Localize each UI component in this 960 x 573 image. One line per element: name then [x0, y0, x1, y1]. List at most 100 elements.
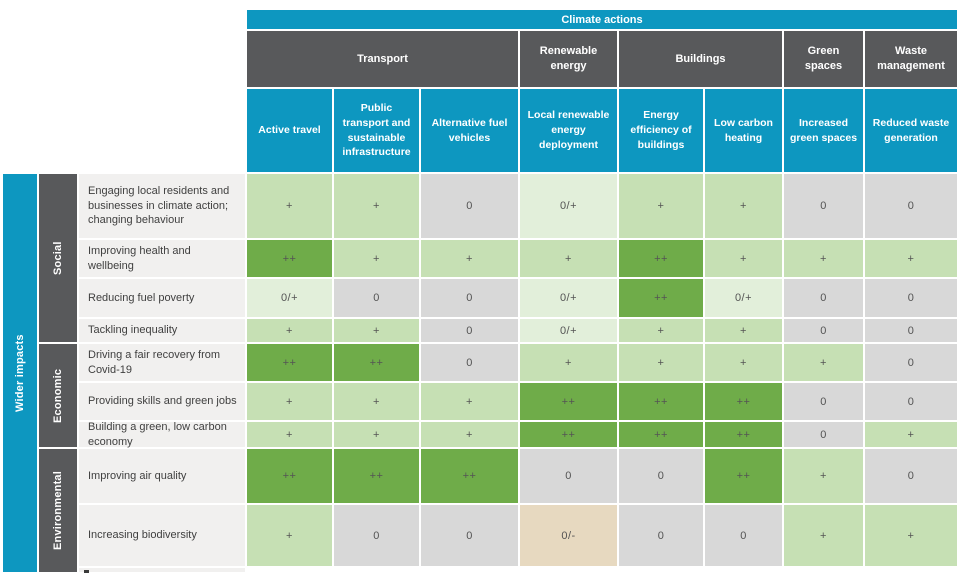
impact-cell: + [334, 240, 419, 277]
impact-cell: 0 [619, 505, 703, 566]
impact-cell: ++ [520, 422, 617, 447]
impact-cell: + [334, 422, 419, 447]
column-header: Alternative fuel vehicles [421, 89, 518, 172]
impact-cell: + [865, 422, 957, 447]
impact-cell: ++ [619, 422, 703, 447]
impact-cell: + [865, 505, 957, 566]
impact-cell: 0 [784, 422, 863, 447]
column-group-header: Transport [247, 31, 518, 87]
wider-impacts-label: Wider impacts [3, 174, 37, 572]
impact-cell: + [784, 344, 863, 381]
row-group-label: Environmental [39, 449, 77, 572]
impact-cell: ++ [705, 383, 782, 420]
impact-matrix-grid: Climate actions Transport Renewable energy… [3, 10, 957, 573]
impact-cell: 0 [865, 174, 957, 238]
column-header: Active travel [247, 89, 332, 172]
impact-cell: + [247, 174, 332, 238]
impact-cell: + [247, 422, 332, 447]
column-header: Local renewable energy deployment [520, 89, 617, 172]
climate-actions-header: Climate actions [247, 10, 957, 29]
column-group-header: Renewable energy [520, 31, 617, 87]
impact-cell: 0 [865, 319, 957, 342]
impact-cell: 0 [334, 505, 419, 566]
impact-cell: + [247, 319, 332, 342]
column-header: Increased green spaces [784, 89, 863, 172]
row-label: Tackling inequality [79, 319, 245, 342]
impact-cell: + [705, 240, 782, 277]
impact-cell: ++ [334, 449, 419, 503]
impact-cell: 0 [619, 449, 703, 503]
impact-cell: 0 [421, 505, 518, 566]
impact-cell: + [784, 505, 863, 566]
column-header: Public transport and sustainable infrast… [334, 89, 419, 172]
impact-cell: 0 [865, 344, 957, 381]
impact-cell: 0 [784, 279, 863, 317]
impact-cell: 0 [520, 449, 617, 503]
impact-cell: + [247, 383, 332, 420]
impact-cell: 0/+ [705, 279, 782, 317]
impact-cell: + [247, 505, 332, 566]
impact-cell: ++ [705, 422, 782, 447]
impact-cell: + [784, 449, 863, 503]
row-group-label: Economic [39, 344, 77, 447]
impact-cell: 0 [865, 279, 957, 317]
impact-cell: 0 [865, 383, 957, 420]
impact-cell: 0 [334, 279, 419, 317]
impact-cell: + [520, 344, 617, 381]
column-group-header: Buildings [619, 31, 782, 87]
column-header: Reduced waste generation [865, 89, 957, 172]
impact-cell: ++ [247, 240, 332, 277]
impact-cell: + [421, 422, 518, 447]
column-group-header: Waste management [865, 31, 957, 87]
row-label: Engaging local residents and businesses … [79, 174, 245, 238]
row-label: Increasing biodiversity [79, 505, 245, 566]
impact-cell: + [334, 383, 419, 420]
row-label: Improving health and wellbeing [79, 240, 245, 277]
impact-cell: ++ [705, 449, 782, 503]
impact-cell: ++ [520, 383, 617, 420]
impact-cell: 0 [784, 174, 863, 238]
impact-cell: 0 [421, 174, 518, 238]
impact-cell: 0/+ [520, 279, 617, 317]
impact-cell: ++ [619, 383, 703, 420]
column-header: Low carbon heating [705, 89, 782, 172]
impact-cell: ++ [421, 449, 518, 503]
impact-cell: 0 [705, 505, 782, 566]
impact-cell: + [619, 174, 703, 238]
impact-cell: + [619, 319, 703, 342]
impact-cell: 0/+ [520, 174, 617, 238]
impact-cell: + [520, 240, 617, 277]
impact-cell: + [619, 344, 703, 381]
column-header: Energy efficiency of buildings [619, 89, 703, 172]
impact-cell: 0/+ [520, 319, 617, 342]
row-label: Driving a fair recovery from Covid-19 [79, 344, 245, 381]
impact-cell: 0/+ [247, 279, 332, 317]
impact-cell: 0 [421, 344, 518, 381]
impact-cell: 0 [784, 319, 863, 342]
cropped-row-sliver [79, 568, 245, 573]
row-group-label: Social [39, 174, 77, 342]
impact-cell: 0 [421, 319, 518, 342]
impact-cell: ++ [619, 279, 703, 317]
impact-cell: + [421, 240, 518, 277]
row-label: Providing skills and green jobs [79, 383, 245, 420]
impact-cell: ++ [247, 344, 332, 381]
cropped-text-mark [84, 570, 89, 573]
impact-cell: ++ [619, 240, 703, 277]
impact-cell: + [705, 344, 782, 381]
impact-cell: + [334, 174, 419, 238]
impact-cell: + [421, 383, 518, 420]
impact-cell: + [865, 240, 957, 277]
impact-cell: + [705, 319, 782, 342]
column-group-header: Green spaces [784, 31, 863, 87]
impact-cell: + [784, 240, 863, 277]
impact-cell: ++ [247, 449, 332, 503]
impact-cell: 0 [865, 449, 957, 503]
impact-cell: 0 [784, 383, 863, 420]
row-label: Building a green, low carbon economy [79, 421, 245, 448]
row-label: Improving air quality [79, 449, 245, 503]
impact-cell: + [705, 174, 782, 238]
impact-cell: 0/- [520, 505, 617, 566]
row-label: Reducing fuel poverty [79, 279, 245, 317]
